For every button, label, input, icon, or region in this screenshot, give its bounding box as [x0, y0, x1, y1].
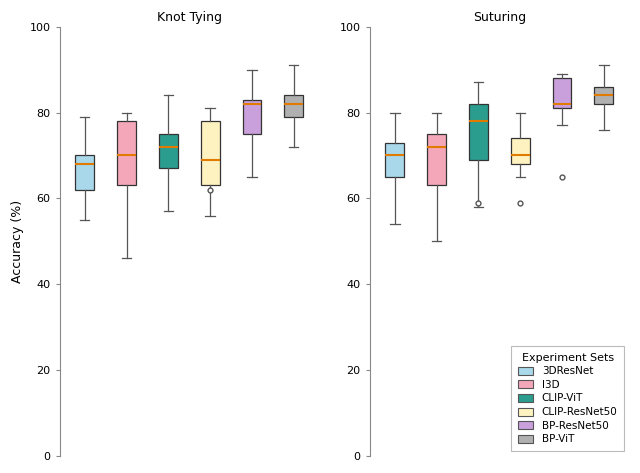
- PathPatch shape: [427, 134, 446, 185]
- PathPatch shape: [76, 156, 94, 190]
- Y-axis label: Accuracy (%): Accuracy (%): [11, 200, 24, 283]
- PathPatch shape: [243, 100, 261, 134]
- PathPatch shape: [595, 87, 613, 104]
- PathPatch shape: [284, 96, 303, 117]
- PathPatch shape: [201, 121, 220, 185]
- Title: Knot Tying: Knot Tying: [157, 11, 222, 24]
- Title: Suturing: Suturing: [473, 11, 526, 24]
- PathPatch shape: [117, 121, 136, 185]
- PathPatch shape: [385, 142, 404, 177]
- Legend: 3DResNet, I3D, CLIP-ViT, CLIP-ResNet50, BP-ResNet50, BP-ViT: 3DResNet, I3D, CLIP-ViT, CLIP-ResNet50, …: [511, 346, 624, 451]
- PathPatch shape: [552, 78, 572, 108]
- PathPatch shape: [159, 134, 178, 168]
- PathPatch shape: [469, 104, 488, 160]
- PathPatch shape: [511, 138, 530, 164]
